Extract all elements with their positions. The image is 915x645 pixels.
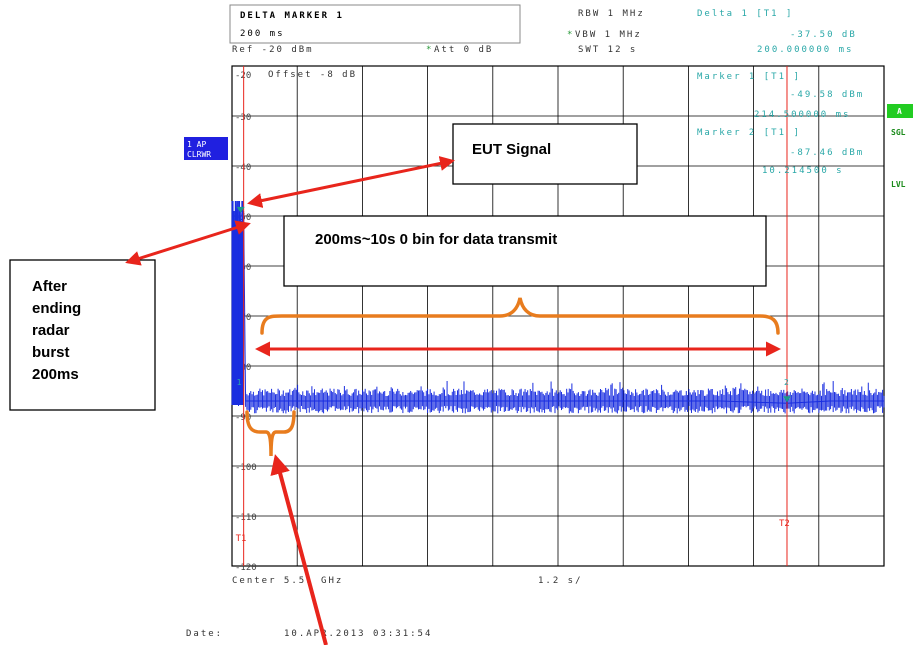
delta-level: -37.50 dB — [790, 30, 857, 40]
delta-marker-title: DELTA MARKER 1 — [240, 11, 344, 21]
y-tick-label: -110 — [235, 513, 257, 523]
marker-1-number: 1 — [237, 378, 242, 387]
date-label: Date: — [186, 629, 223, 639]
span-per-div: 1.2 s/ — [538, 576, 583, 586]
data-transmit-text: 200ms~10s 0 bin for data transmit — [315, 231, 557, 248]
after-burst-line4: burst — [32, 344, 70, 361]
y-tick-label: -40 — [235, 163, 251, 173]
after-burst-line3: radar — [32, 322, 70, 339]
trace-badge-bg — [184, 137, 228, 160]
after-burst-box — [9, 259, 156, 411]
y-tick-label: -100 — [235, 463, 257, 473]
a-badge: A — [897, 107, 902, 116]
ref-level: Ref -20 dBm — [232, 45, 314, 55]
marker-2-number: 2 — [784, 378, 789, 387]
marker2-title: Marker 2 [T1 ] — [697, 128, 801, 138]
att-star: * — [426, 45, 431, 55]
marker1-time: 214.500000 ms — [754, 110, 850, 120]
delta-marker-value: 200 ms — [240, 29, 285, 39]
marker1-title: Marker 1 [T1 ] — [697, 72, 801, 82]
a-badge-bg — [887, 104, 913, 118]
y-tick-label: -20 — [235, 71, 251, 81]
marker-1-triangle — [236, 206, 245, 213]
marker-2-triangle — [782, 396, 791, 403]
trace-badge-1ap: 1 AP — [187, 140, 206, 149]
att-label: Att 0 dB — [434, 45, 493, 55]
marker-t2-label: T2 — [779, 519, 790, 529]
date-value: 10.APR.2013 03:31:54 — [284, 629, 432, 639]
burst-brace-arrow — [270, 454, 328, 645]
delta-time: 200.000000 ms — [757, 45, 853, 55]
lvl-label: LVL — [891, 180, 906, 189]
after-burst-arrow — [125, 220, 251, 266]
offset-label: Offset -8 dB — [268, 70, 357, 80]
data-transmit-box — [283, 215, 767, 287]
sgl-label: SGL — [891, 128, 906, 137]
delta-title: Delta 1 [T1 ] — [697, 9, 793, 19]
after-burst-line1: After — [32, 278, 67, 295]
data-transmit-brace — [260, 297, 780, 335]
after-burst-line5: 200ms — [32, 366, 79, 383]
center-frequency: Center 5.51 GHz — [232, 576, 343, 586]
marker2-time: 10.214500 s — [762, 166, 844, 176]
y-tick-label: -90 — [235, 413, 251, 423]
y-tick-label: -120 — [235, 563, 257, 573]
trace-badge-clrwr: CLRWR — [187, 150, 211, 159]
swt-label: SWT 12 s — [578, 45, 637, 55]
marker1-level: -49.58 dBm — [790, 90, 864, 100]
y-tick-label: -30 — [235, 113, 251, 123]
vbw-star: * — [567, 30, 572, 40]
vbw-label: VBW 1 MHz — [575, 30, 642, 40]
rbw-label: RBW 1 MHz — [578, 9, 645, 19]
after-burst-line2: ending — [32, 300, 81, 317]
marker-t1-label: T1 — [236, 534, 247, 544]
marker2-level: -87.46 dBm — [790, 148, 864, 158]
eut-signal-text: EUT Signal — [472, 141, 551, 158]
delta-marker-box — [229, 4, 521, 44]
eut-signal-box — [452, 123, 638, 185]
eut-signal-arrow — [247, 156, 455, 208]
